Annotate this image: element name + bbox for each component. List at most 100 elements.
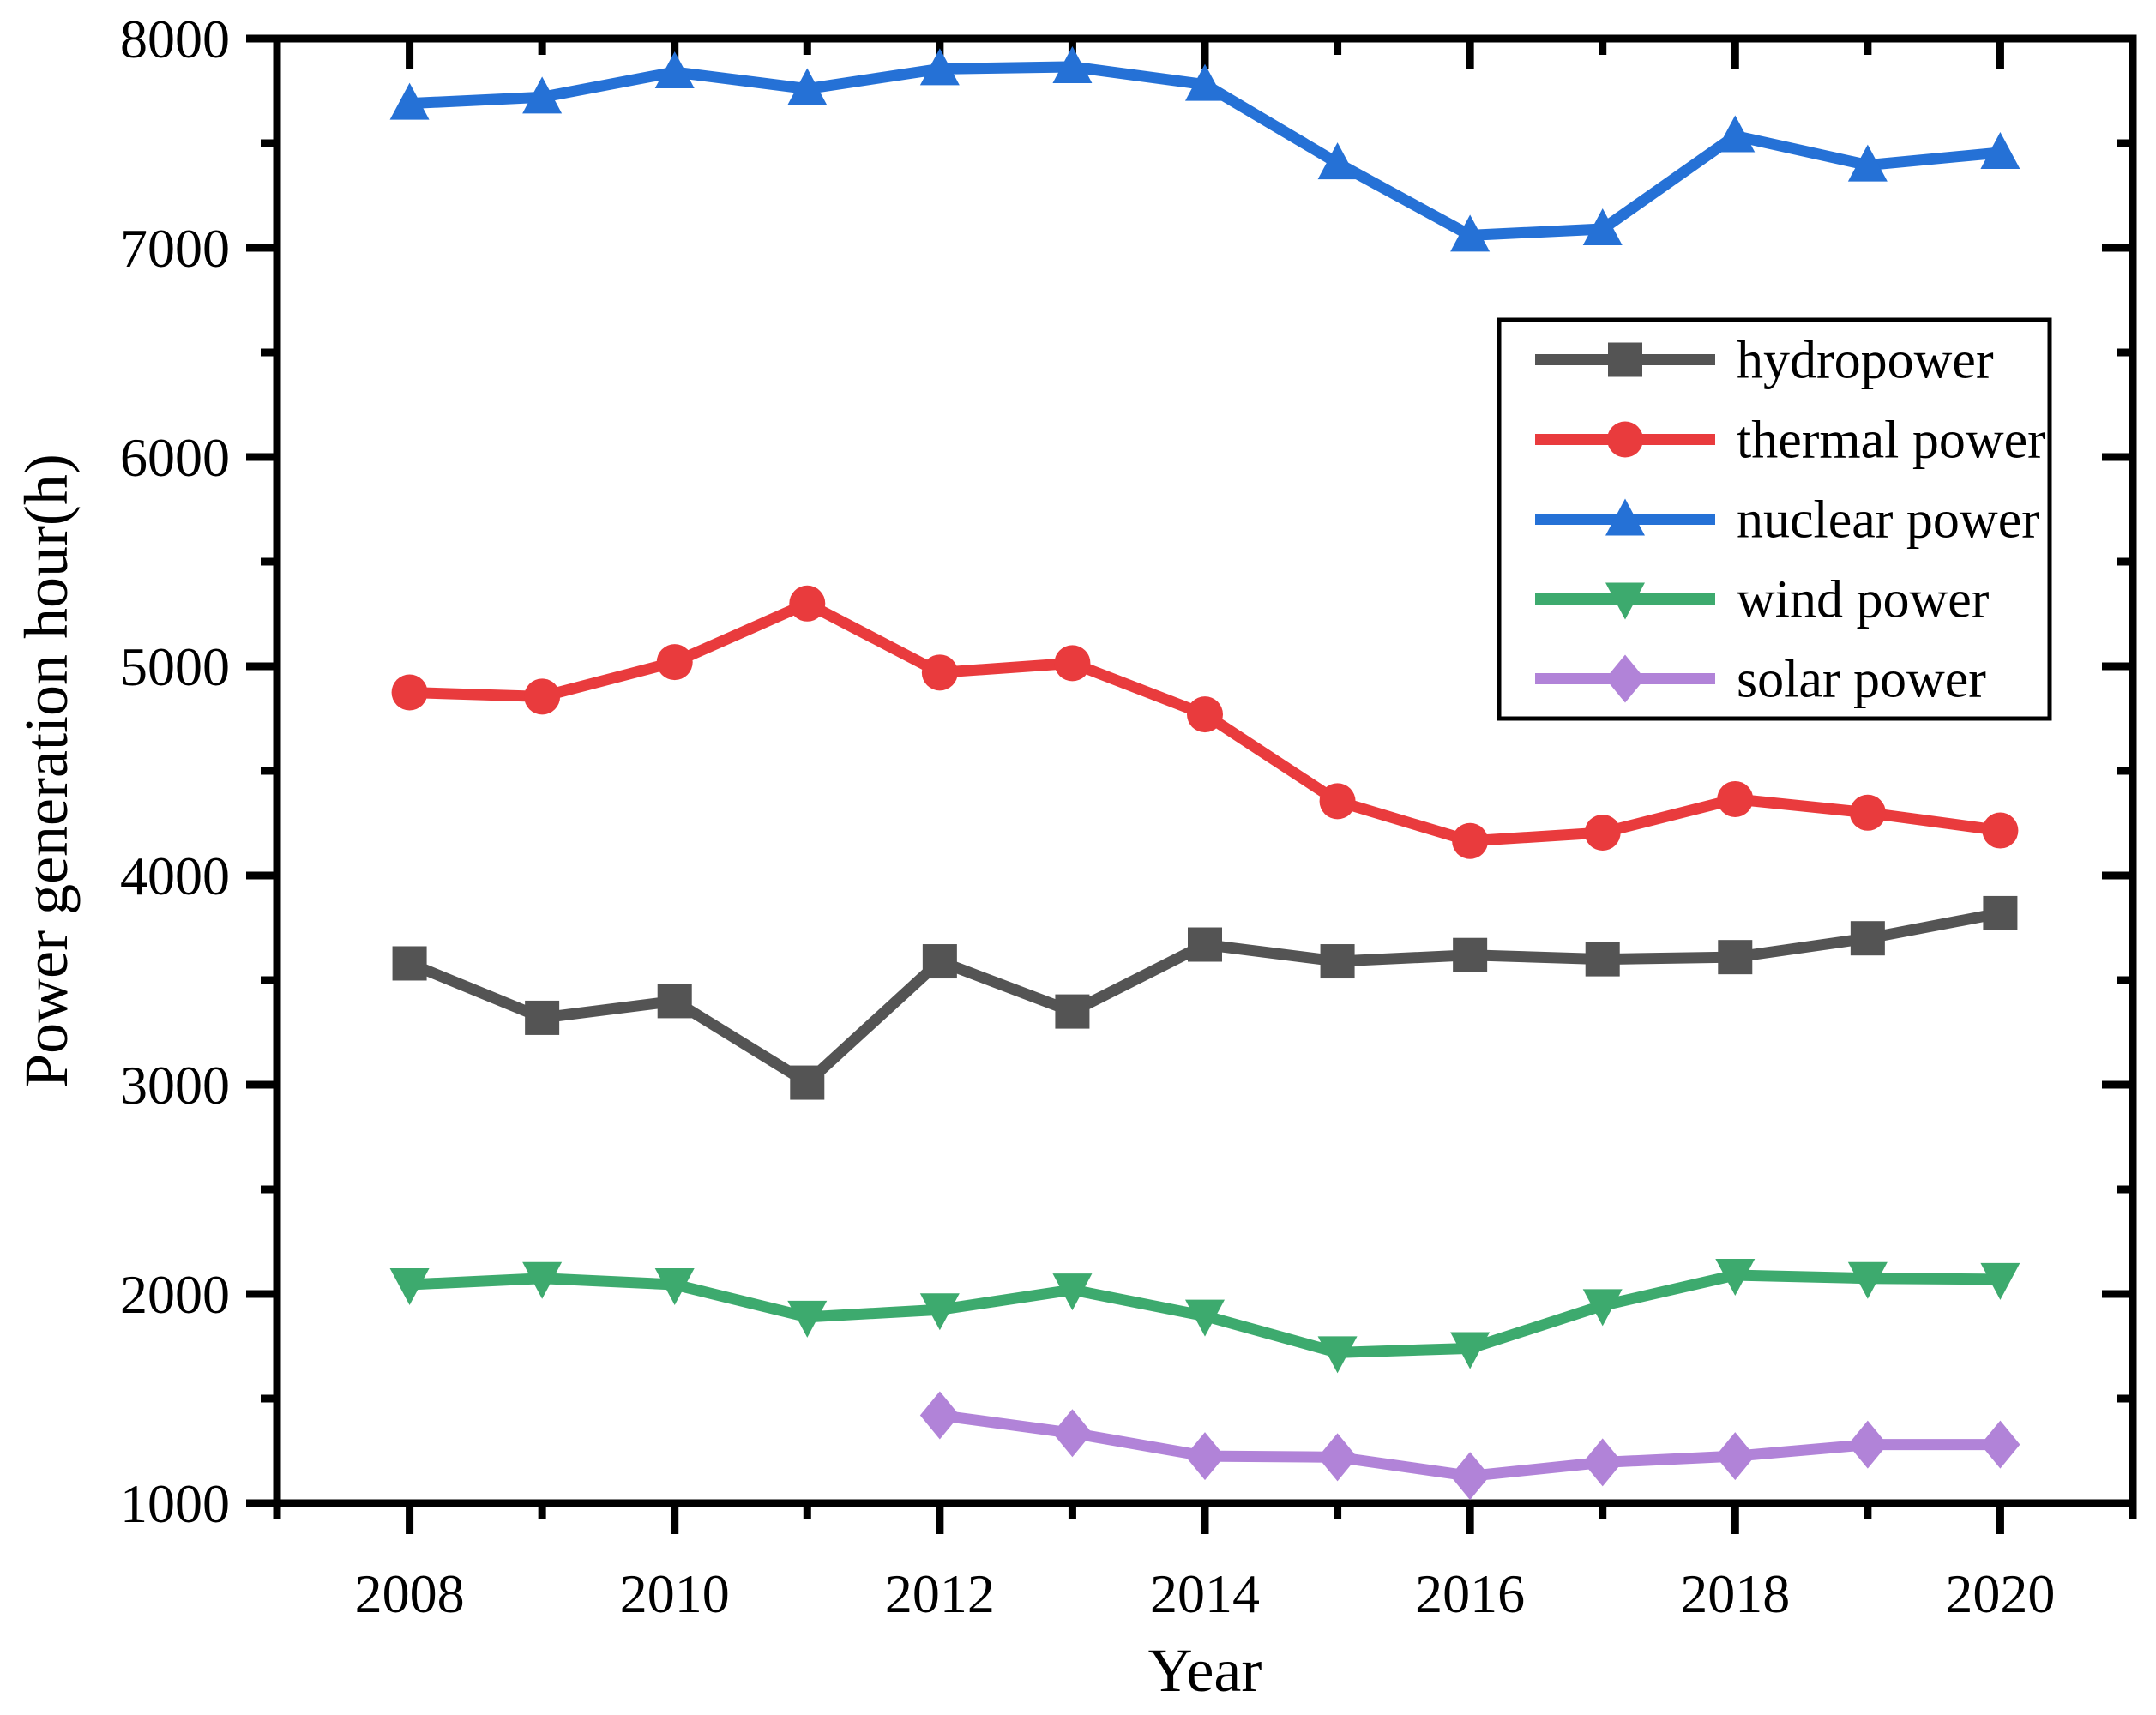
legend-layer: hydropower thermal power nuclear power wind…: [1497, 317, 2052, 721]
data-point-marker: [1980, 131, 2020, 169]
data-point-marker: [919, 1293, 960, 1331]
data-point-marker: [1450, 1332, 1491, 1369]
data-point-marker: [1055, 994, 1090, 1029]
data-point-marker: [522, 1261, 563, 1299]
data-point-marker: [1983, 895, 2018, 930]
legend-item-nuclear-power: nuclear power: [1535, 491, 2039, 550]
data-point-marker: [657, 984, 692, 1019]
legend-item-label: wind power: [1737, 571, 1990, 629]
data-point-marker: [1980, 1262, 2020, 1300]
y-tick-label: 3000: [120, 1055, 230, 1116]
data-point-marker: [1718, 940, 1753, 975]
data-point-marker: [789, 585, 826, 622]
data-point-marker: [1052, 45, 1093, 83]
data-point-marker: [919, 1391, 960, 1440]
data-point-marker: [524, 678, 561, 715]
data-point-marker: [1715, 1432, 1756, 1481]
legend-item-wind-power: wind power: [1535, 571, 1990, 629]
data-point-marker: [654, 1268, 695, 1306]
data-point-marker: [1185, 1432, 1225, 1481]
data-point-marker: [1847, 144, 1888, 182]
data-point-marker: [1847, 1420, 1888, 1469]
data-point-marker: [654, 51, 695, 89]
y-tick-label: 4000: [120, 845, 230, 906]
data-point-marker: [1982, 812, 2019, 849]
data-point-marker: [1585, 942, 1620, 977]
legend-marker-icon: [1605, 582, 1645, 620]
y-tick-label: 8000: [120, 9, 230, 69]
legend-item-solar-power: solar power: [1535, 651, 1986, 709]
axes-layer: 2008 2010 2012 2014 2016 2018 2020 1000 2000 3000…: [120, 9, 2137, 1624]
x-axis-title: Year: [1148, 1636, 1262, 1705]
data-point-marker: [790, 1065, 825, 1100]
data-point-marker: [1187, 696, 1223, 733]
data-point-marker: [1317, 142, 1358, 180]
x-tick-label: 2020: [1945, 1563, 2055, 1624]
data-point-marker: [1185, 1299, 1225, 1337]
data-point-marker: [392, 946, 427, 981]
data-point-marker: [1054, 645, 1091, 682]
data-point-marker: [1317, 1336, 1358, 1374]
series-thermal-power: [391, 585, 2019, 859]
data-point-marker: [1850, 921, 1885, 956]
legend-marker-icon: [1607, 421, 1643, 458]
legend-item-label: thermal power: [1737, 412, 2045, 470]
data-point-marker: [522, 76, 563, 114]
data-point-marker: [1450, 214, 1491, 252]
legend-marker-icon: [1605, 498, 1645, 536]
data-point-marker: [1185, 63, 1225, 101]
data-point-marker: [922, 944, 957, 979]
data-point-marker: [1450, 1452, 1491, 1501]
data-point-marker: [1980, 1420, 2020, 1469]
x-tick-label: 2018: [1680, 1563, 1790, 1624]
legend-item-label: hydropower: [1737, 332, 1994, 390]
data-point-marker: [389, 1268, 430, 1306]
data-point-marker: [1582, 1438, 1623, 1487]
data-point-marker: [1052, 1273, 1093, 1311]
x-tick-label: 2012: [885, 1563, 995, 1624]
legend-item-thermal-power: thermal power: [1535, 412, 2045, 470]
data-point-marker: [389, 82, 430, 120]
x-tick-label: 2010: [620, 1563, 730, 1624]
data-point-marker: [1582, 208, 1623, 246]
y-tick-label: 5000: [120, 636, 230, 697]
data-point-marker: [1717, 780, 1754, 817]
data-point-marker: [1453, 937, 1488, 972]
data-point-marker: [921, 654, 958, 691]
y-tick-label: 7000: [120, 218, 230, 279]
legend-item-label: nuclear power: [1737, 491, 2039, 550]
legend-marker-icon: [1608, 342, 1642, 377]
data-point-marker: [1715, 115, 1756, 153]
data-point-marker: [1847, 1261, 1888, 1299]
data-point-marker: [1715, 1259, 1756, 1297]
data-point-marker: [1317, 1433, 1358, 1482]
series-nuclear-power: [389, 45, 2020, 252]
data-point-marker: [1452, 822, 1489, 859]
data-point-marker: [787, 1300, 828, 1338]
y-tick-label: 2000: [120, 1264, 230, 1325]
data-point-marker: [525, 1000, 560, 1035]
y-axis-title: Power generation hour(h): [12, 454, 81, 1088]
data-point-marker: [1319, 783, 1356, 820]
data-point-marker: [1849, 794, 1886, 831]
series-hydropower: [392, 895, 2018, 1100]
data-point-marker: [1188, 927, 1222, 962]
data-point-marker: [1320, 944, 1355, 979]
data-point-marker: [1582, 1289, 1623, 1327]
data-point-marker: [919, 48, 960, 86]
data-point-marker: [1584, 814, 1621, 851]
y-tick-label: 6000: [120, 427, 230, 488]
data-point-marker: [656, 644, 693, 681]
y-tick-label: 1000: [120, 1473, 230, 1534]
legend-item-hydropower: hydropower: [1535, 332, 1994, 390]
x-tick-label: 2014: [1150, 1563, 1260, 1624]
legend-item-label: solar power: [1737, 651, 1986, 709]
data-point-marker: [787, 68, 828, 105]
data-point-marker: [391, 674, 428, 711]
series-wind-power: [389, 1259, 2020, 1374]
x-tick-label: 2016: [1415, 1563, 1525, 1624]
legend-marker-icon: [1605, 654, 1645, 703]
data-point-marker: [1052, 1409, 1093, 1458]
series-solar-power: [919, 1391, 2020, 1501]
